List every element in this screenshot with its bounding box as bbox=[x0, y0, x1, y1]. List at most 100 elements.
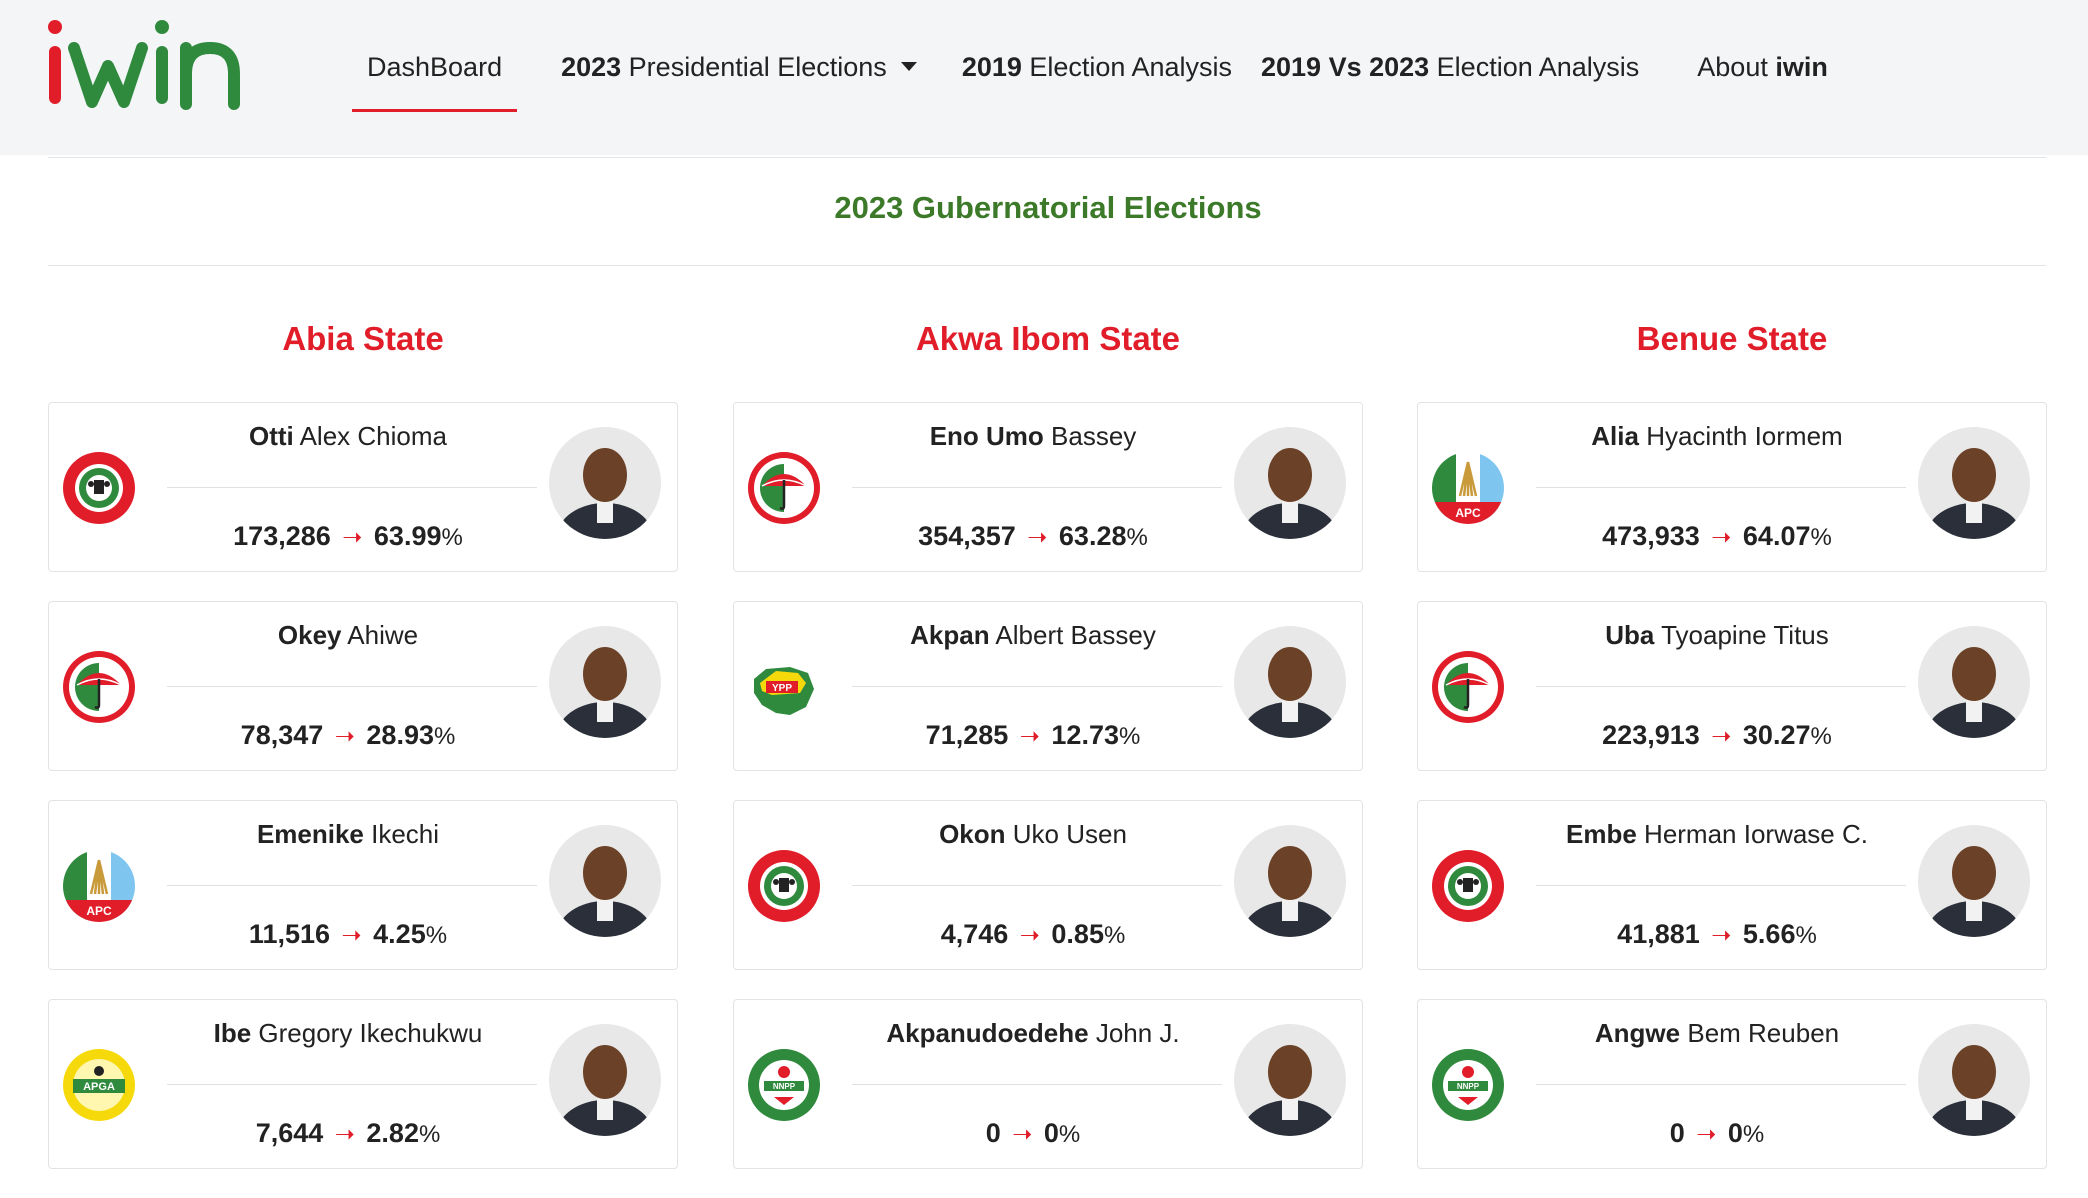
state-column: Benue State APC Alia Hyacinth Iormem 473… bbox=[1417, 320, 2047, 1198]
party-logo: APGA bbox=[61, 1047, 137, 1123]
candidate-photo bbox=[1234, 626, 1346, 738]
arrow-right-icon: ➝ bbox=[1027, 524, 1048, 551]
candidate-card[interactable]: NNPP Angwe Bem Reuben 0 ➝ 0% bbox=[1417, 999, 2047, 1169]
candidate-given-names: Uko Usen bbox=[1005, 819, 1127, 849]
vote-percent: 64.07 bbox=[1742, 521, 1811, 551]
nav-presidential-year: 2023 bbox=[561, 52, 622, 82]
state-column: Abia State Otti Alex Chioma 173,286 ➝ 63… bbox=[48, 320, 678, 1198]
vote-result: 0 ➝ 0% bbox=[834, 1118, 1232, 1149]
vote-count: 41,881 bbox=[1617, 919, 1700, 949]
percent-sign: % bbox=[433, 723, 456, 750]
page-title: 2023 Gubernatorial Elections bbox=[834, 190, 1262, 225]
nnpp-logo-icon: NNPP bbox=[1432, 1049, 1504, 1121]
arrow-right-icon: ➝ bbox=[334, 1121, 355, 1148]
party-logo: APC bbox=[61, 848, 137, 924]
candidate-card[interactable]: APC Alia Hyacinth Iormem 473,933 ➝ 64.07… bbox=[1417, 402, 2047, 572]
nav-dashboard[interactable]: DashBoard bbox=[352, 52, 518, 112]
candidate-given-names: Ikechi bbox=[363, 819, 440, 849]
candidate-card[interactable]: Eno Umo Bassey 354,357 ➝ 63.28% bbox=[733, 402, 1363, 572]
main-nav: DashBoard 2023 Presidential Elections 20… bbox=[352, 52, 1828, 112]
vote-result: 71,285 ➝ 12.73% bbox=[834, 720, 1232, 751]
nav-about-iwin[interactable]: About iwin bbox=[1697, 52, 1828, 83]
pdp-logo-icon bbox=[1432, 651, 1504, 723]
percent-sign: % bbox=[1118, 723, 1141, 750]
vote-count: 4,746 bbox=[940, 919, 1009, 949]
vote-result: 173,286 ➝ 63.99% bbox=[149, 521, 547, 552]
candidate-surname: Otti bbox=[249, 421, 294, 451]
candidate-card[interactable]: Okey Ahiwe 78,347 ➝ 28.93% bbox=[48, 601, 678, 771]
candidate-name: Eno Umo Bassey bbox=[834, 421, 1232, 452]
nav-2019-vs-2023-analysis[interactable]: 2019 Vs 2023 Election Analysis bbox=[1261, 52, 1639, 83]
nav-2019-election-analysis[interactable]: 2019 Election Analysis bbox=[962, 52, 1232, 83]
candidate-card[interactable]: Embe Herman Iorwase C. 41,881 ➝ 5.66% bbox=[1417, 800, 2047, 970]
labour-party-logo-icon bbox=[1432, 850, 1504, 922]
candidate-card[interactable]: APC Emenike Ikechi 11,516 ➝ 4.25% bbox=[48, 800, 678, 970]
candidate-photo bbox=[547, 823, 663, 939]
percent-sign: % bbox=[1795, 922, 1817, 949]
candidate-surname: Akpanudoedehe bbox=[886, 1018, 1089, 1048]
card-divider bbox=[167, 487, 537, 488]
party-logo: YPP bbox=[746, 649, 822, 725]
card-divider bbox=[167, 885, 537, 886]
vote-result: 41,881 ➝ 5.66% bbox=[1518, 919, 1916, 950]
arrow-right-icon: ➝ bbox=[1696, 1121, 1717, 1148]
candidate-surname: Ibe bbox=[213, 1018, 252, 1048]
vote-percent: 0 bbox=[1727, 1118, 1743, 1148]
party-logo bbox=[746, 848, 822, 924]
candidate-photo bbox=[549, 427, 661, 539]
candidate-card[interactable]: Otti Alex Chioma 173,286 ➝ 63.99% bbox=[48, 402, 678, 572]
candidate-card[interactable]: Uba Tyoapine Titus 223,913 ➝ 30.27% bbox=[1417, 601, 2047, 771]
candidate-card[interactable]: APGA Ibe Gregory Ikechukwu 7,644 ➝ 2.82% bbox=[48, 999, 678, 1169]
percent-sign: % bbox=[1126, 524, 1148, 551]
iwin-logo[interactable] bbox=[46, 18, 246, 118]
vote-count: 354,357 bbox=[918, 521, 1016, 551]
nav-versus-years: 2019 Vs 2023 bbox=[1261, 52, 1430, 82]
candidate-card[interactable]: NNPP Akpanudoedehe John J. 0 ➝ 0% bbox=[733, 999, 1363, 1169]
candidate-surname: Eno Umo bbox=[929, 421, 1044, 451]
candidate-surname: Angwe bbox=[1594, 1018, 1681, 1048]
candidate-photo bbox=[1916, 425, 2032, 541]
candidate-surname: Akpan bbox=[910, 620, 990, 650]
candidate-name: Okon Uko Usen bbox=[834, 819, 1232, 850]
pdp-logo-icon bbox=[748, 452, 820, 524]
vote-result: 223,913 ➝ 30.27% bbox=[1518, 720, 1916, 751]
vote-result: 354,357 ➝ 63.28% bbox=[834, 521, 1232, 552]
candidate-name: Akpan Albert Bassey bbox=[834, 620, 1232, 651]
candidate-surname: Uba bbox=[1605, 620, 1655, 650]
candidate-name: Okey Ahiwe bbox=[149, 620, 547, 651]
candidate-name: Uba Tyoapine Titus bbox=[1518, 620, 1916, 651]
candidate-photo bbox=[1234, 427, 1346, 539]
candidate-given-names: Albert Bassey bbox=[989, 620, 1156, 650]
vote-result: 78,347 ➝ 28.93% bbox=[149, 720, 547, 751]
candidate-photo bbox=[1918, 1024, 2030, 1136]
state-title: Abia State bbox=[282, 320, 444, 357]
candidate-given-names: Bassey bbox=[1043, 421, 1137, 451]
card-divider bbox=[167, 686, 537, 687]
title-divider bbox=[48, 265, 2046, 266]
candidate-photo bbox=[547, 1022, 663, 1138]
candidate-name: Akpanudoedehe John J. bbox=[834, 1018, 1232, 1049]
party-logo bbox=[746, 450, 822, 526]
candidate-card[interactable]: YPP Akpan Albert Bassey 71,285 ➝ 12.73% bbox=[733, 601, 1363, 771]
state-title: Akwa Ibom State bbox=[915, 320, 1181, 357]
party-logo: NNPP bbox=[1430, 1047, 1506, 1123]
vote-percent: 30.27 bbox=[1742, 720, 1811, 750]
candidate-card[interactable]: Okon Uko Usen 4,746 ➝ 0.85% bbox=[733, 800, 1363, 970]
candidate-given-names: Alex Chioma bbox=[293, 421, 447, 451]
vote-percent: 0.85 bbox=[1051, 919, 1104, 949]
candidate-photo bbox=[1918, 825, 2030, 937]
vote-percent: 28.93 bbox=[366, 720, 434, 750]
vote-count: 173,286 bbox=[233, 521, 331, 551]
vote-percent: 5.66 bbox=[1742, 919, 1796, 949]
vote-percent: 2.82 bbox=[366, 1118, 419, 1148]
card-divider bbox=[852, 885, 1222, 886]
ypp-logo-icon: YPP bbox=[754, 667, 814, 715]
nav-presidential-elections-dropdown[interactable]: 2023 Presidential Elections bbox=[561, 52, 917, 83]
card-divider bbox=[1536, 885, 1906, 886]
card-divider bbox=[1536, 1084, 1906, 1085]
vote-percent: 12.73 bbox=[1051, 720, 1119, 750]
card-divider bbox=[852, 1084, 1222, 1085]
card-divider bbox=[852, 487, 1222, 488]
candidate-photo bbox=[1234, 825, 1346, 937]
apc-logo-icon: APC bbox=[63, 850, 135, 922]
